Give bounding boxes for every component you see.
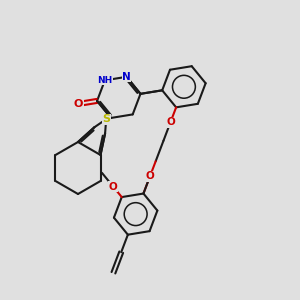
Text: N: N (122, 72, 131, 82)
Text: S: S (102, 114, 110, 124)
Text: O: O (166, 117, 175, 127)
Text: O: O (109, 182, 118, 191)
Text: O: O (146, 171, 154, 181)
Text: NH: NH (97, 76, 112, 85)
Text: O: O (74, 99, 83, 109)
